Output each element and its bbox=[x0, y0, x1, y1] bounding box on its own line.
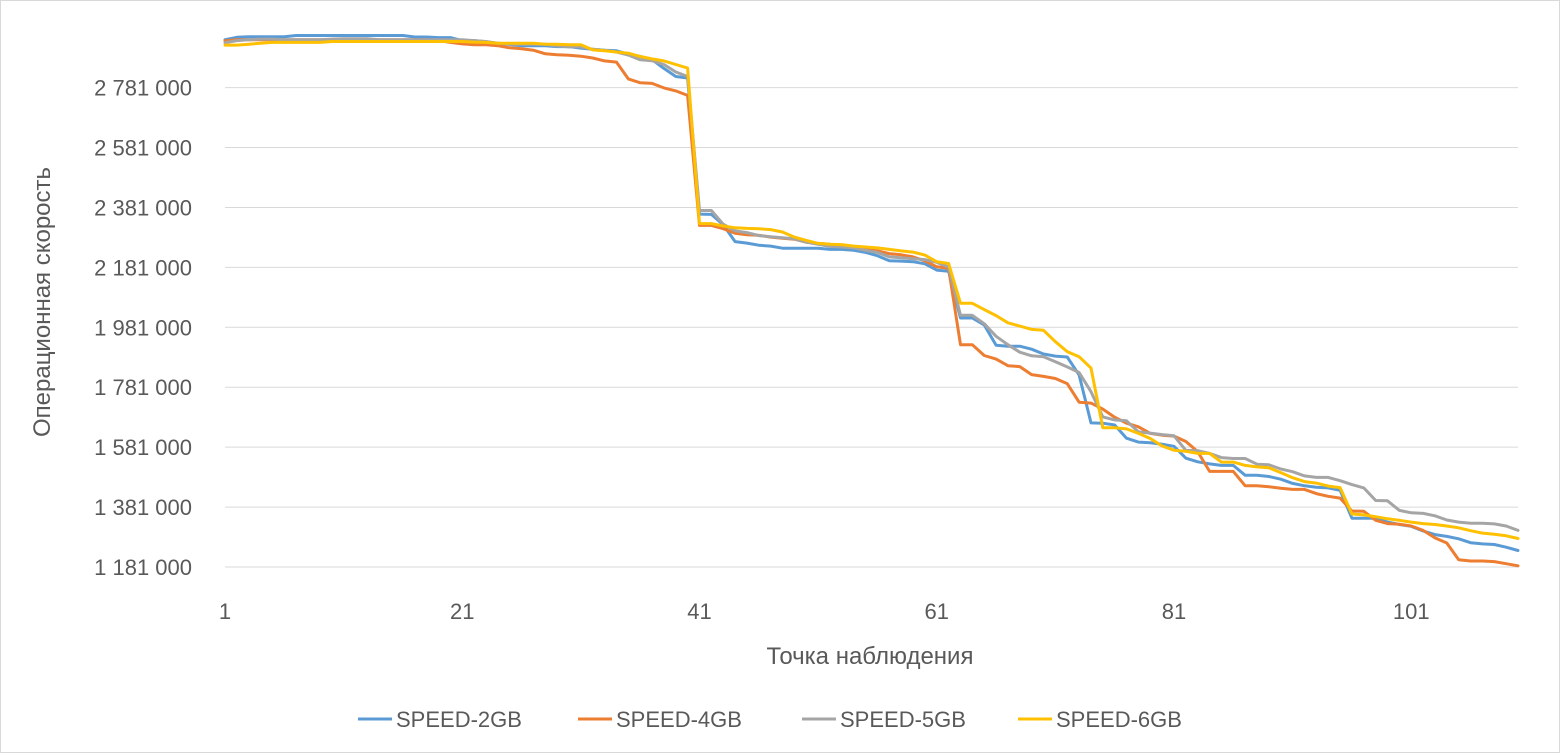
x-tick-label: 21 bbox=[450, 599, 474, 624]
y-axis-title: Операционная скорость bbox=[29, 167, 56, 437]
y-tick-label: 1 581 000 bbox=[94, 435, 192, 460]
legend-label: SPEED-2GB bbox=[396, 707, 522, 732]
y-axis-tick-labels: 1 181 000 1 381 000 1 581 000 1 781 000 1 98… bbox=[94, 76, 192, 580]
x-tick-label: 41 bbox=[687, 599, 711, 624]
y-tick-label: 2 381 000 bbox=[94, 195, 192, 220]
series-line-speed-2gb bbox=[223, 34, 1520, 552]
y-tick-label: 1 381 000 bbox=[94, 495, 192, 520]
legend-label: SPEED-6GB bbox=[1056, 707, 1182, 732]
y-tick-label: 2 181 000 bbox=[94, 255, 192, 280]
series-line-speed-6gb bbox=[223, 40, 1520, 540]
x-tick-label: 61 bbox=[925, 599, 949, 624]
legend-label: SPEED-4GB bbox=[616, 707, 742, 732]
x-axis-tick-labels: 1 21 41 61 81 101 bbox=[219, 599, 1430, 624]
series-lines bbox=[223, 34, 1520, 568]
legend: SPEED-2GB SPEED-4GB SPEED-5GB SPEED-6GB bbox=[358, 707, 1182, 732]
y-tick-label: 2 581 000 bbox=[94, 136, 192, 161]
x-tick-label: 101 bbox=[1393, 599, 1430, 624]
y-tick-label: 2 781 000 bbox=[94, 76, 192, 101]
legend-label: SPEED-5GB bbox=[840, 707, 966, 732]
y-tick-label: 1 781 000 bbox=[94, 375, 192, 400]
series-line-speed-5gb bbox=[223, 37, 1520, 532]
y-tick-label: 1 181 000 bbox=[94, 555, 192, 580]
x-axis-title: Точка наблюдения bbox=[767, 643, 974, 670]
y-tick-label: 1 981 000 bbox=[94, 315, 192, 340]
x-tick-label: 81 bbox=[1162, 599, 1186, 624]
x-tick-label: 1 bbox=[219, 599, 231, 624]
